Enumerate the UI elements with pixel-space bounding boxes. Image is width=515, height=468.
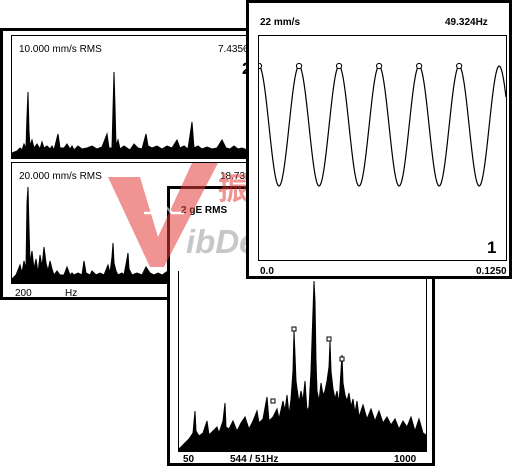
envelope-scale-label: 2 gE RMS — [181, 205, 228, 216]
envelope-svg — [179, 280, 426, 451]
waveform-peak-marker — [259, 62, 263, 70]
spectrum-top-trace — [12, 71, 252, 158]
spectrum-top-svg — [12, 71, 252, 158]
waveform-frequency: 49.324Hz — [445, 17, 488, 28]
bottom-scale-label: 20.000 mm/s RMS — [19, 171, 102, 182]
panel-a-x-start: 200 — [15, 288, 32, 299]
spectrum-top-plot: 10.000 mm/s RMS 7.4356 2 — [11, 35, 253, 159]
waveform-plot — [258, 35, 507, 261]
waveform-peak-marker — [416, 62, 423, 70]
marker-4 — [270, 398, 276, 404]
envelope-readout: 544 / 51Hz — [230, 454, 279, 465]
waveform-peak-markers — [259, 62, 463, 70]
bottom-value-readout: 18.732 — [220, 171, 251, 182]
waveform-x-start: 0.0 — [260, 266, 274, 277]
waveform-panel: 22 mm/s 49.324Hz 1 0.0 0.1250 — [246, 0, 512, 279]
marker-2 — [326, 336, 332, 342]
envelope-x-end: 1000 — [394, 454, 417, 465]
waveform-index: 1 — [487, 238, 497, 257]
waveform-trace — [259, 65, 506, 187]
envelope-trace — [179, 280, 426, 451]
waveform-scale-label: 22 mm/s — [260, 17, 301, 28]
marker-1 — [291, 326, 297, 332]
panel-a-x-unit: Hz — [65, 288, 78, 299]
envelope-plot — [178, 271, 427, 452]
top-scale-label: 10.000 mm/s RMS — [19, 44, 102, 55]
waveform-x-end: 0.1250 — [476, 266, 507, 277]
waveform-peak-marker — [456, 62, 463, 70]
waveform-peak-marker — [295, 62, 303, 70]
waveform-svg — [259, 62, 506, 187]
waveform-peak-marker — [335, 62, 343, 70]
envelope-x-start: 50 — [183, 454, 195, 465]
waveform-peak-marker — [376, 62, 383, 70]
top-value-readout: 7.4356 — [218, 44, 249, 55]
marker-3 — [339, 356, 345, 362]
envelope-markers — [270, 326, 345, 404]
